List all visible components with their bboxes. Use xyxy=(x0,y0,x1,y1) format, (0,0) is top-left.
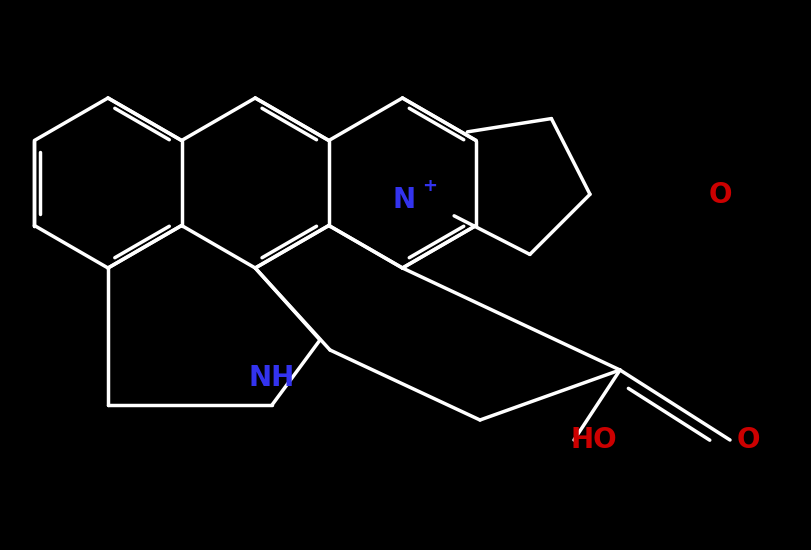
Text: HO: HO xyxy=(570,426,616,454)
Text: O: O xyxy=(707,181,731,209)
Text: O: O xyxy=(736,426,759,454)
Text: NH: NH xyxy=(248,364,294,392)
Text: N: N xyxy=(393,186,415,214)
Text: +: + xyxy=(422,177,436,195)
